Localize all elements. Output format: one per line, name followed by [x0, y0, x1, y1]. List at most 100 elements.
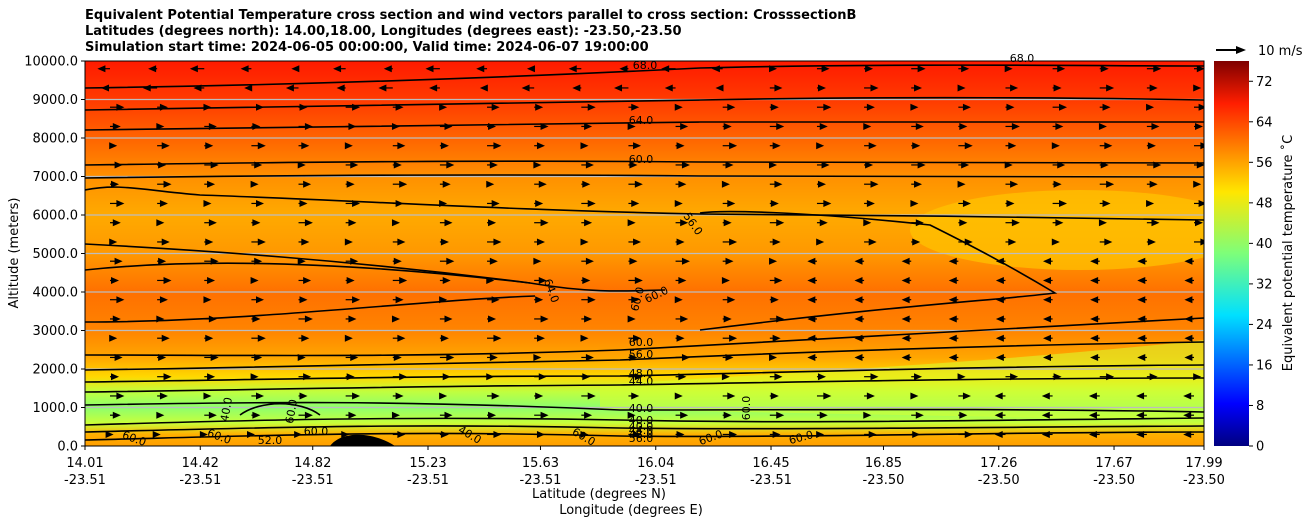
wind-vector	[627, 122, 636, 130]
wind-vector	[1183, 430, 1192, 438]
wind-vector	[727, 103, 736, 111]
contour-line	[85, 364, 1204, 383]
wind-vector	[772, 334, 781, 342]
wind-vector	[674, 296, 683, 304]
wind-vector	[1137, 276, 1146, 284]
wind-vector	[1151, 122, 1160, 130]
wind-vector	[1051, 142, 1060, 150]
wind-vector	[1102, 199, 1111, 207]
wind-vector	[914, 373, 923, 381]
wind-vector	[439, 103, 448, 111]
wind-vector	[105, 430, 114, 438]
wind-vector	[627, 219, 636, 227]
wind-vector	[1100, 161, 1109, 169]
wind-vector	[446, 257, 455, 265]
wind-vector	[1098, 219, 1107, 227]
wind-vector	[444, 122, 453, 130]
wind-vector	[1057, 161, 1066, 169]
wind-vector	[776, 315, 785, 323]
contour-label: 52.0	[258, 434, 283, 447]
wind-vector	[1193, 180, 1202, 188]
wind-vector	[914, 180, 923, 188]
wind-vector	[114, 257, 123, 265]
wind-vector	[440, 142, 449, 150]
wind-vector	[910, 392, 919, 400]
wind-vector	[304, 219, 313, 227]
wind-vector	[257, 238, 266, 246]
wind-vector	[440, 334, 449, 342]
wind-vector	[1053, 373, 1062, 381]
wind-vector	[1041, 411, 1050, 419]
wind-vector	[1149, 84, 1158, 92]
wind-vector	[346, 276, 355, 284]
wind-vector	[1010, 84, 1019, 92]
wind-vector	[252, 122, 261, 130]
wind-vector	[148, 65, 157, 73]
wind-vector	[210, 353, 219, 361]
wind-vector	[1193, 84, 1202, 92]
wind-vector	[205, 142, 214, 150]
wind-vector	[1043, 257, 1052, 265]
wind-vector	[111, 180, 119, 188]
wind-vector	[582, 373, 591, 381]
wind-vector	[769, 65, 778, 73]
wind-vector	[957, 84, 966, 92]
wind-vector	[444, 411, 453, 419]
contour-label: 68.0	[1010, 52, 1035, 65]
wind-vector	[199, 430, 208, 438]
wind-vector	[961, 161, 970, 169]
wind-vector	[727, 392, 736, 400]
wind-vector	[1183, 411, 1192, 419]
wind-vector	[1010, 180, 1019, 188]
wind-vector	[1053, 180, 1062, 188]
wind-vector	[816, 430, 825, 438]
wind-vector	[294, 430, 303, 438]
wind-vector	[395, 103, 404, 111]
wind-vector	[397, 334, 406, 342]
wind-vector	[254, 161, 263, 169]
wind-vector	[297, 353, 306, 361]
wind-vector	[627, 315, 636, 323]
wind-vector	[397, 430, 406, 438]
wind-vector	[1184, 276, 1193, 284]
x-tick-label-lat: 17.26	[980, 456, 1017, 471]
wind-vector	[112, 411, 121, 419]
wind-vector	[391, 122, 400, 130]
wind-vector	[1090, 296, 1099, 304]
contour-line	[85, 64, 1204, 89]
wind-vector	[208, 411, 217, 419]
wind-vector	[159, 199, 168, 207]
wind-vector	[821, 161, 830, 169]
wind-vector	[680, 219, 689, 227]
wind-vector	[344, 334, 353, 342]
wind-vector	[1151, 219, 1160, 227]
wind-vector	[910, 103, 919, 111]
wind-vector	[1055, 122, 1064, 130]
x-tick-label-lon: -23.51	[179, 473, 221, 488]
wind-vector	[769, 353, 778, 361]
wind-vector	[158, 161, 167, 169]
wind-vector	[488, 315, 497, 323]
wind-vector	[1137, 257, 1146, 265]
wind-vector	[540, 411, 549, 419]
wind-vector	[158, 353, 167, 361]
wind-vector	[158, 257, 167, 265]
wind-vector	[112, 315, 121, 323]
wind-vector	[193, 84, 202, 92]
wind-vector	[112, 219, 121, 227]
wind-vector	[252, 219, 261, 227]
wind-vector	[774, 180, 783, 188]
wind-vector	[255, 392, 264, 400]
wind-vector	[439, 296, 448, 304]
wind-vector	[629, 257, 638, 265]
wind-vector	[535, 199, 544, 207]
wind-vector	[101, 84, 109, 92]
wind-vector	[109, 142, 118, 150]
wind-vector	[901, 296, 910, 304]
wind-vector	[901, 334, 910, 342]
wind-vector	[774, 373, 783, 381]
wind-vector	[442, 180, 451, 188]
wind-vector	[205, 334, 214, 342]
contour-label: 60.0	[740, 396, 753, 421]
wind-vector	[727, 296, 736, 304]
